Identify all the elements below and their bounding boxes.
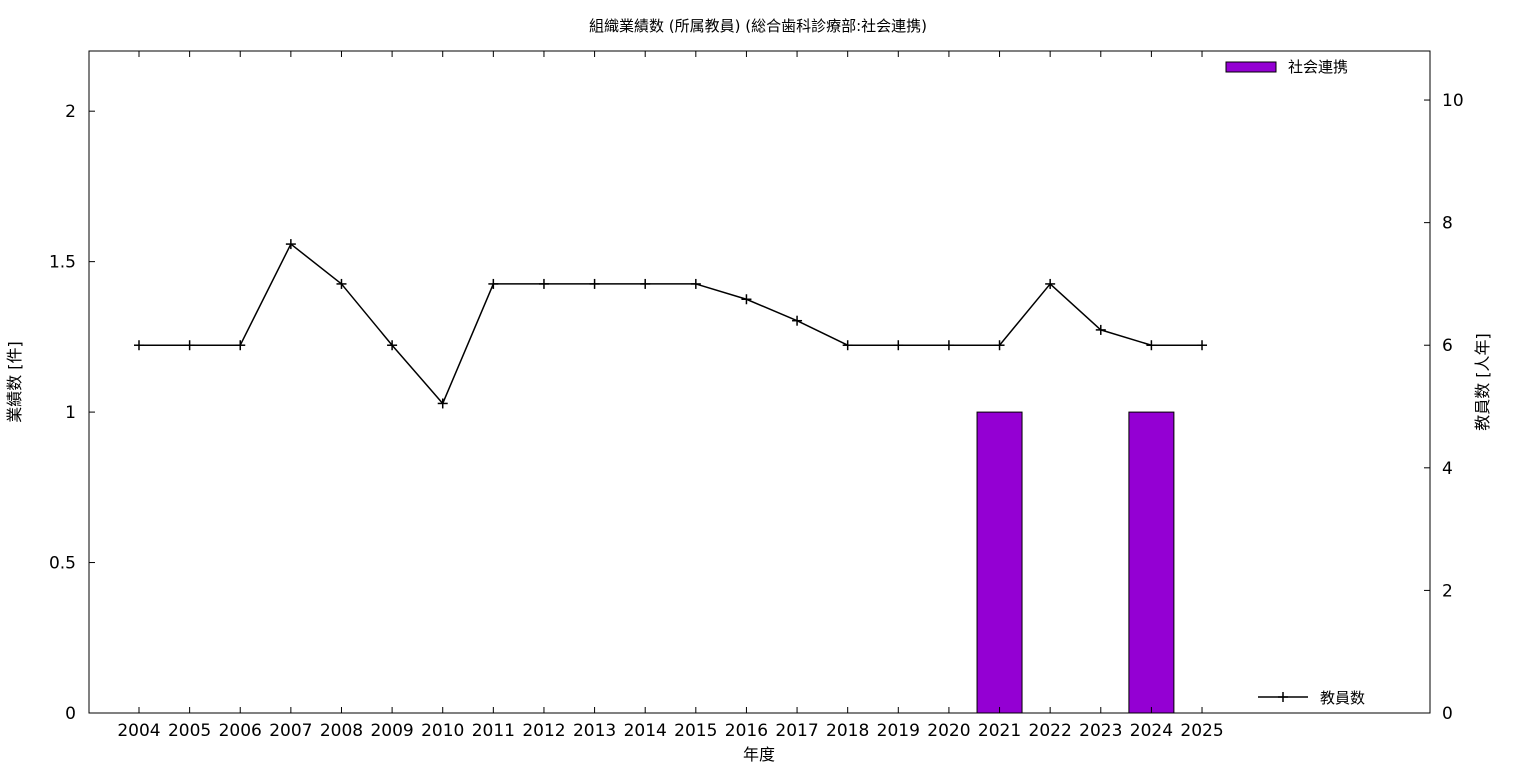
line-point (1146, 340, 1157, 351)
x-tick-label: 2013 (573, 721, 616, 741)
bar (976, 411, 1023, 714)
x-tick-label: 2015 (674, 721, 717, 741)
legend-bar: 社会連携 (1225, 58, 1348, 76)
line-point (741, 294, 752, 305)
line-point (842, 340, 853, 351)
line-point (893, 340, 904, 351)
y2-tick-label: 4 (1442, 459, 1453, 479)
y-tick-label: 1 (65, 403, 76, 423)
line-point (488, 278, 499, 289)
y-tick-label: 0.5 (49, 554, 76, 574)
line-point (943, 340, 954, 351)
y-tick-label: 1.5 (49, 253, 76, 273)
y2-tick-label: 0 (1442, 704, 1453, 724)
line-point (792, 315, 803, 326)
line-point (134, 340, 144, 351)
legend-bar-swatch (1225, 61, 1277, 73)
x-tick-label: 2014 (624, 721, 667, 741)
x-tick-label: 2018 (826, 721, 869, 741)
x-tick-label: 2008 (320, 721, 363, 741)
y2-tick-label: 6 (1442, 336, 1453, 356)
line-point (437, 398, 448, 409)
x-tick-label: 2025 (1180, 721, 1223, 741)
x-tick-label: 2019 (877, 721, 920, 741)
y-axis-label: 業績数 [件] (5, 341, 24, 423)
line-point (690, 278, 701, 289)
y-tick-label: 0 (65, 704, 76, 724)
x-tick-label: 2022 (1029, 721, 1072, 741)
y2-tick-label: 10 (1442, 91, 1464, 111)
line-point (387, 340, 398, 351)
plot-area-frame (88, 50, 1431, 714)
x-tick-label: 2020 (927, 721, 970, 741)
line-point (994, 340, 1005, 351)
legend-line-label: 教員数 (1320, 689, 1365, 707)
legend-bar-label: 社会連携 (1288, 58, 1348, 76)
x-tick-label: 2004 (117, 721, 160, 741)
x-tick-label: 2009 (370, 721, 413, 741)
y-tick-labels: 0 0.5 1 1.5 2 (49, 102, 76, 724)
chart-title: 組織業績数 (所属教員) (総合歯科診療部:社会連携) (589, 17, 927, 35)
x-tick-label: 2010 (421, 721, 464, 741)
x-tick-label: 2023 (1079, 721, 1122, 741)
x-tick-label: 2021 (978, 721, 1021, 741)
x-tick-label: 2024 (1130, 721, 1173, 741)
x-tick-label: 2012 (522, 721, 565, 741)
x-axis-label: 年度 (743, 745, 775, 764)
x-tick-label: 2005 (168, 721, 211, 741)
line-point (184, 340, 195, 351)
x-tick-label: 2007 (269, 721, 312, 741)
line-point (640, 278, 651, 289)
x-tick-label: 2006 (219, 721, 262, 741)
line-point (589, 278, 600, 289)
y2-tick-label: 8 (1442, 214, 1453, 234)
line-point (235, 340, 246, 351)
line-point (285, 239, 296, 250)
line-series (139, 243, 1203, 405)
line-point (538, 278, 549, 289)
line-point (1197, 340, 1208, 351)
y2-tick-labels: 0 2 4 6 8 10 (1442, 91, 1464, 724)
y-tick-label: 2 (65, 102, 76, 122)
y2-tick-label: 2 (1442, 581, 1453, 601)
line-point (1045, 278, 1056, 289)
y2-axis-label: 教員数 [人年] (1473, 333, 1492, 431)
x-tick-label: 2017 (775, 721, 818, 741)
x-tick-labels: 2004 2005 2006 2007 2008 2009 2010 2011 2012 2013… (117, 721, 1223, 741)
bar (1128, 411, 1175, 714)
x-tick-label: 2016 (725, 721, 768, 741)
bars-layer (976, 411, 1175, 714)
legend-line: 教員数 (1258, 689, 1365, 707)
axis-ticks (89, 51, 1430, 714)
x-tick-label: 2011 (472, 721, 515, 741)
line-point (336, 278, 347, 289)
line-point (1095, 324, 1106, 335)
line-layer (134, 239, 1208, 409)
